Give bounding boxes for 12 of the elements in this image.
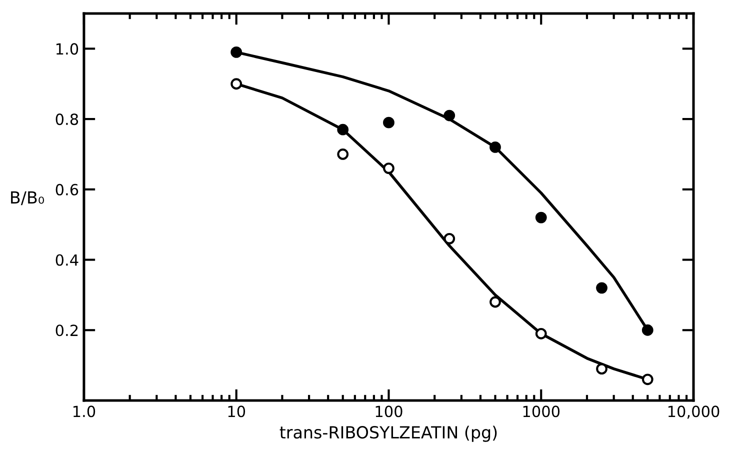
y-tick-label: 1.0 (56, 43, 78, 55)
x-tick-label: 1000 (523, 406, 560, 418)
x-axis-title: trans-RIBOSYLZEATIN (pg) (280, 426, 497, 442)
y-tick-label: 0.6 (56, 184, 78, 196)
x-tick-label: 1.0 (73, 406, 96, 418)
y-axis-title: B/B₀ (11, 191, 44, 206)
y-tick-label: 0.4 (56, 254, 78, 266)
y-tick-label: 0.2 (56, 324, 78, 336)
y-tick-label: 0.8 (56, 114, 78, 126)
x-tick-label: 10 (228, 406, 246, 418)
x-tick-label: 10,000 (668, 406, 720, 419)
x-tick-label: 100 (376, 406, 402, 418)
